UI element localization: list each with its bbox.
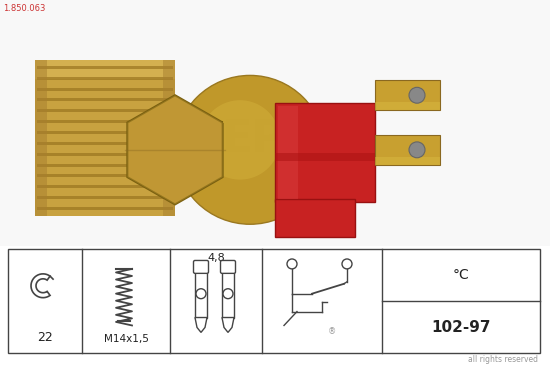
Bar — [37, 164, 173, 167]
Polygon shape — [128, 95, 223, 204]
Circle shape — [342, 259, 352, 269]
Bar — [275, 199, 355, 237]
Circle shape — [409, 87, 425, 103]
Circle shape — [200, 100, 280, 180]
Polygon shape — [195, 318, 207, 332]
Bar — [37, 66, 173, 69]
Bar — [35, 60, 47, 216]
Circle shape — [223, 289, 233, 299]
Bar — [37, 120, 173, 123]
Bar — [37, 77, 173, 80]
Bar — [375, 157, 440, 165]
Circle shape — [409, 142, 425, 158]
Bar — [0, 0, 550, 246]
Bar — [37, 109, 173, 112]
Bar — [35, 60, 175, 216]
Bar — [37, 98, 173, 101]
FancyBboxPatch shape — [221, 261, 235, 273]
Text: 102-97: 102-97 — [431, 320, 491, 335]
Circle shape — [175, 75, 325, 224]
Text: all rights reserved: all rights reserved — [468, 355, 538, 364]
Text: 22: 22 — [37, 331, 53, 344]
Bar — [8, 249, 540, 353]
Bar — [37, 207, 173, 210]
Bar — [375, 81, 440, 110]
Bar — [37, 185, 173, 188]
Text: 1.850.063: 1.850.063 — [3, 4, 45, 13]
Bar — [37, 88, 173, 91]
Bar — [195, 268, 207, 318]
Bar — [37, 196, 173, 199]
Bar — [275, 153, 375, 161]
Text: ®: ® — [328, 327, 336, 336]
Circle shape — [287, 259, 297, 269]
Text: 4,8: 4,8 — [207, 253, 225, 263]
Bar — [278, 106, 298, 199]
Bar — [35, 60, 175, 79]
Text: °C: °C — [453, 268, 469, 282]
Circle shape — [196, 289, 206, 299]
Bar — [375, 102, 440, 110]
Bar — [37, 131, 173, 134]
Text: EPS: EPS — [222, 119, 318, 161]
Polygon shape — [222, 318, 234, 332]
FancyBboxPatch shape — [194, 261, 208, 273]
Bar — [37, 174, 173, 178]
Polygon shape — [128, 95, 223, 204]
Bar — [37, 153, 173, 156]
Bar — [37, 142, 173, 145]
Bar — [275, 103, 375, 202]
Bar — [163, 60, 175, 216]
Bar — [375, 135, 440, 165]
Bar — [0, 0, 550, 246]
Bar — [222, 268, 234, 318]
Text: M14x1,5: M14x1,5 — [103, 335, 148, 344]
